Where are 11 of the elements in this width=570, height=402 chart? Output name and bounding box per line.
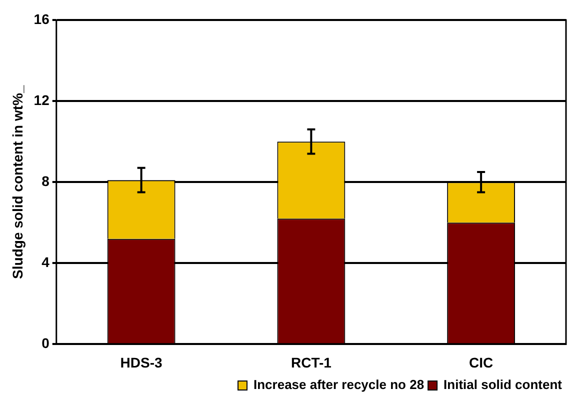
- x-tick-label: HDS-3: [120, 354, 163, 370]
- legend-label: Increase after recycle no 28: [254, 377, 424, 392]
- y-tick-label: 4: [42, 254, 50, 270]
- x-tick-label: RCT-1: [290, 354, 332, 370]
- legend-label: Initial solid content: [444, 377, 563, 392]
- y-tick-label: 12: [34, 92, 50, 108]
- y-tick-label: 8: [42, 172, 50, 189]
- y-axis-title: Sludge solid content in wt%_: [9, 85, 26, 279]
- y-tick-label: 16: [34, 10, 50, 27]
- x-tick-label: CIC: [469, 354, 494, 370]
- y-tick-label: 0: [42, 335, 50, 352]
